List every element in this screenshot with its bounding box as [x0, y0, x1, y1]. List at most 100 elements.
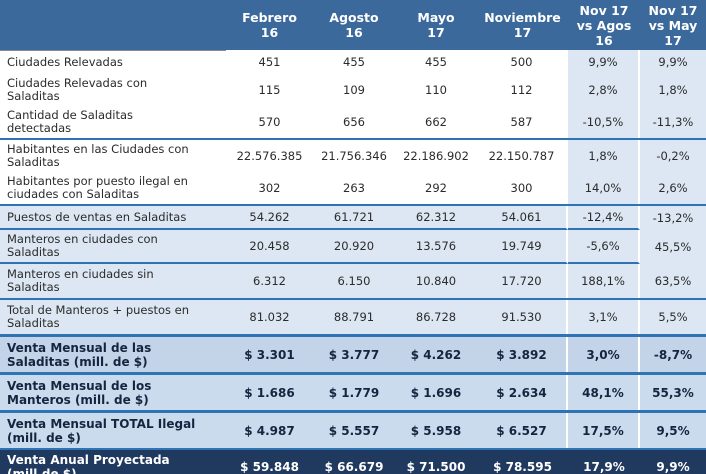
- row-label: Venta Mensual TOTAL Ilegal (mill. de $): [7, 416, 196, 445]
- table-row: Puestos de ventas en Saladitas 54.262 61…: [0, 204, 706, 230]
- value-cell-vs-agos-16: 188,1%: [568, 264, 640, 298]
- table-row: Habitantes en las Ciudades con Saladitas…: [0, 138, 706, 172]
- value-cell-agosto-16: $ 66.679: [324, 459, 384, 474]
- value-cell-vs-may-17: 55,3%: [652, 385, 694, 400]
- row-label: Total de Manteros + puestos en Saladitas: [7, 303, 190, 330]
- header-cell-agosto-16: Agosto 16: [313, 0, 395, 50]
- value-cell-vs-may-17: 1,8%: [640, 74, 706, 106]
- value-cell-vs-agos-16: 9,9%: [568, 50, 640, 74]
- value-cell-vs-may-17: 9,5%: [656, 423, 690, 438]
- value-cell-noviembre-17: $ 6.527: [477, 413, 568, 448]
- header-cell-febrero-16: Febrero 16: [226, 0, 313, 50]
- value-cell-agosto-16: 455: [343, 54, 365, 69]
- value-cell-vs-agos-16: 17,9%: [583, 459, 625, 474]
- value-cell-noviembre-17: 300: [477, 172, 568, 204]
- row-label: Manteros en ciudades con Saladitas: [0, 230, 226, 264]
- value-cell-agosto-16: 263: [343, 180, 365, 195]
- value-cell-febrero-16: $ 59.848: [240, 459, 299, 474]
- value-cell-febrero-16: 22.576.385: [236, 148, 303, 163]
- value-cell-vs-may-17: -11,3%: [640, 106, 706, 138]
- table-row: Ciudades Relevadas 451 455 455 500 9,9% …: [0, 50, 706, 74]
- value-cell-agosto-16: $ 5.557: [328, 423, 380, 438]
- value-cell-agosto-16: $ 3.777: [328, 347, 380, 362]
- header-cell-mayo-17: Mayo 17: [395, 0, 477, 50]
- value-cell-mayo-17: 62.312: [395, 206, 477, 230]
- table-row: Manteros en ciudades sin Saladitas 6.312…: [0, 264, 706, 298]
- value-cell-vs-may-17: -13,2%: [652, 210, 694, 225]
- value-cell-agosto-16: 88.791: [333, 309, 375, 324]
- value-cell-agosto-16: 109: [343, 82, 365, 97]
- value-cell-mayo-17: $ 5.958: [410, 423, 462, 438]
- row-label: Habitantes en las Ciudades con Saladitas: [7, 142, 189, 169]
- value-cell-mayo-17: 13.576: [395, 230, 477, 264]
- value-cell-vs-may-17: 63,5%: [654, 273, 692, 288]
- row-label: Venta Anual Proyectada (mill.de $): [7, 452, 170, 474]
- value-cell-mayo-17: $ 71.500: [406, 459, 466, 474]
- value-cell-agosto-16: 20.920: [313, 230, 395, 264]
- table-row: Venta Mensual TOTAL Ilegal (mill. de $) …: [0, 410, 706, 448]
- value-cell-vs-may-17: 45,5%: [654, 239, 692, 254]
- value-cell-vs-agos-16: -5,6%: [568, 230, 640, 264]
- value-cell-noviembre-17: $ 2.634: [477, 375, 568, 410]
- table-row: Ciudades Relevadas con Saladitas 115 109…: [0, 74, 706, 106]
- value-cell-mayo-17: 292: [425, 180, 447, 195]
- value-cell-agosto-16: 21.756.346: [321, 148, 387, 163]
- table-row: Venta Mensual de las Saladitas (mill. de…: [0, 334, 706, 372]
- value-cell-febrero-16: 6.312: [253, 273, 286, 288]
- table-header-row: Febrero 16 Agosto 16 Mayo 17 Noviembre 1…: [0, 0, 706, 50]
- value-cell-febrero-16: $ 4.987: [244, 423, 295, 438]
- value-cell-vs-agos-16: 14,0%: [568, 172, 640, 204]
- value-cell-vs-may-17: -8,7%: [653, 347, 693, 362]
- value-cell-mayo-17: 110: [425, 82, 447, 97]
- value-cell-noviembre-17: 587: [477, 106, 568, 138]
- table-row: Venta Mensual de los Manteros (mill. de …: [0, 372, 706, 410]
- value-cell-noviembre-17: 91.530: [477, 300, 568, 334]
- value-cell-febrero-16: 54.262: [226, 206, 313, 230]
- row-label: Puestos de ventas en Saladitas: [0, 206, 226, 230]
- value-cell-agosto-16: 6.150: [337, 273, 371, 288]
- header-cell-noviembre-17: Noviembre 17: [477, 0, 568, 50]
- value-cell-febrero-16: 81.032: [249, 309, 290, 324]
- header-cell-nov17-vs-agos16: Nov 17 vs Agos 16: [568, 0, 640, 50]
- row-label: Habitantes por puesto ilegal en ciudades…: [7, 174, 188, 201]
- value-cell-noviembre-17: 500: [477, 50, 568, 74]
- value-cell-noviembre-17: 17.720: [477, 264, 568, 298]
- value-cell-mayo-17: 455: [425, 54, 447, 69]
- table-row: Habitantes por puesto ilegal en ciudades…: [0, 172, 706, 204]
- row-label: Cantidad de Saladitas detectadas: [7, 108, 134, 135]
- value-cell-noviembre-17: 54.061: [477, 206, 568, 230]
- value-cell-febrero-16: 570: [258, 114, 281, 129]
- value-cell-noviembre-17: $ 78.595: [493, 459, 552, 474]
- value-cell-febrero-16: $ 3.301: [244, 347, 295, 362]
- value-cell-noviembre-17: $ 3.892: [477, 337, 568, 372]
- value-cell-noviembre-17: 22.150.787: [477, 140, 568, 172]
- value-cell-mayo-17: 86.728: [415, 309, 457, 324]
- value-cell-mayo-17: $ 4.262: [410, 347, 462, 362]
- value-cell-vs-agos-16: 17,5%: [568, 413, 640, 448]
- table-body: Ciudades Relevadas 451 455 455 500 9,9% …: [0, 50, 706, 474]
- value-cell-vs-may-17: 5,5%: [658, 309, 688, 324]
- table-row: Total de Manteros + puestos en Saladitas…: [0, 298, 706, 334]
- value-cell-vs-may-17: 9,9%: [656, 459, 690, 474]
- row-label: Ciudades Relevadas: [0, 50, 226, 74]
- value-cell-febrero-16: 302: [258, 180, 281, 195]
- value-cell-mayo-17: 10.840: [415, 273, 457, 288]
- value-cell-vs-may-17: 9,9%: [640, 50, 706, 74]
- value-cell-noviembre-17: 112: [477, 74, 568, 106]
- value-cell-vs-agos-16: 48,1%: [568, 375, 640, 410]
- value-cell-vs-agos-16: 1,8%: [568, 140, 640, 172]
- value-cell-febrero-16: 115: [258, 82, 281, 97]
- row-label: Ciudades Relevadas con Saladitas: [7, 76, 148, 103]
- table-row: Venta Anual Proyectada (mill.de $) $ 59.…: [0, 448, 706, 474]
- value-cell-febrero-16: 20.458: [226, 230, 313, 264]
- table-row: Cantidad de Saladitas detectadas 570 656…: [0, 106, 706, 138]
- value-cell-vs-may-17: 2,6%: [640, 172, 706, 204]
- value-cell-mayo-17: $ 1.696: [410, 385, 462, 400]
- value-cell-mayo-17: 662: [425, 114, 447, 129]
- value-cell-vs-may-17: -0,2%: [640, 140, 706, 172]
- value-cell-noviembre-17: 19.749: [477, 230, 568, 264]
- row-label: Manteros en ciudades sin Saladitas: [7, 267, 154, 294]
- value-cell-agosto-16: $ 1.779: [328, 385, 380, 400]
- value-cell-febrero-16: 451: [258, 54, 281, 69]
